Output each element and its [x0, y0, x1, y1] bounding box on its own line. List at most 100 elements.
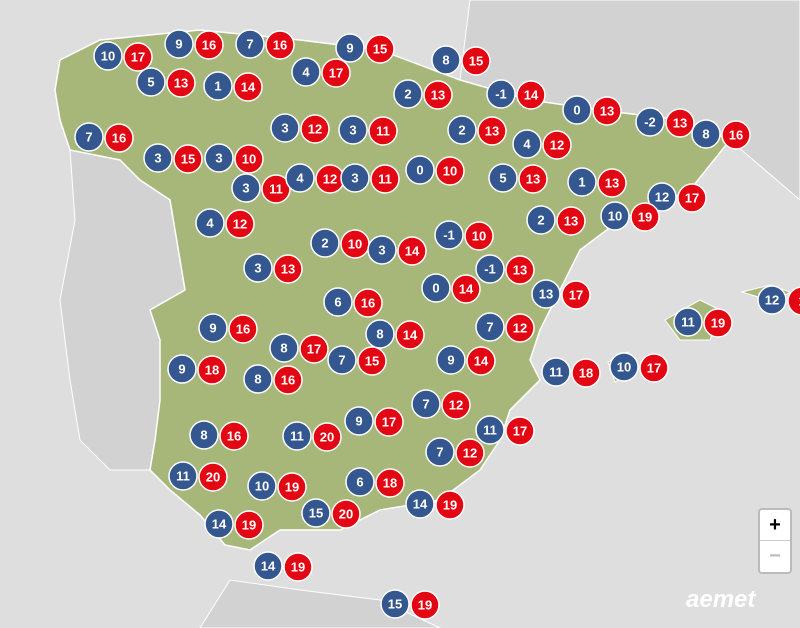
min-temp: 15	[388, 597, 402, 612]
max-temp-marker	[273, 254, 303, 284]
max-temp-marker	[273, 365, 303, 395]
min-temp-marker	[475, 415, 505, 445]
max-temp-marker	[397, 236, 427, 266]
min-temp: -1	[484, 262, 496, 277]
min-temp-marker	[282, 421, 312, 451]
max-temp: 18	[579, 366, 593, 381]
min-temp: 14	[261, 559, 276, 574]
max-temp-marker	[571, 358, 601, 388]
max-temp: 12	[463, 446, 477, 461]
max-temp-marker	[173, 144, 203, 174]
max-temp-marker	[703, 308, 733, 338]
max-temp: 17	[685, 191, 699, 206]
max-temp-marker	[219, 421, 249, 451]
min-temp-marker	[270, 113, 300, 143]
min-temp: 12	[655, 190, 669, 205]
min-temp-marker	[195, 208, 225, 238]
max-temp-marker	[312, 422, 342, 452]
min-temp-marker	[143, 143, 173, 173]
max-temp-marker	[166, 68, 196, 98]
max-temp-marker	[630, 202, 660, 232]
min-temp-marker	[198, 313, 228, 343]
min-temp-marker	[447, 115, 477, 145]
min-temp-marker	[301, 498, 331, 528]
max-temp-marker	[505, 416, 535, 446]
min-temp: 10	[617, 360, 631, 375]
max-temp: 17	[329, 66, 343, 81]
max-temp-marker	[597, 168, 627, 198]
min-temp-marker	[673, 307, 703, 337]
max-temp: 12	[323, 172, 337, 187]
max-temp-marker	[234, 510, 264, 540]
max-temp-marker	[542, 130, 572, 160]
min-temp-marker	[421, 273, 451, 303]
min-temp: 11	[176, 469, 190, 484]
min-temp-marker	[247, 471, 277, 501]
min-temp: 8	[254, 372, 261, 387]
min-temp-marker	[757, 285, 787, 315]
min-temp-marker	[367, 235, 397, 265]
min-temp-marker	[168, 461, 198, 491]
min-temp: 5	[147, 75, 154, 90]
min-temp-marker	[335, 33, 365, 63]
max-temp-marker	[228, 314, 258, 344]
zoom-in-button[interactable]: +	[769, 514, 781, 536]
min-temp-marker	[567, 167, 597, 197]
min-temp-marker	[340, 163, 370, 193]
min-temp-marker	[93, 41, 123, 71]
min-temp: 11	[290, 429, 304, 444]
africa	[199, 579, 441, 628]
min-temp: 11	[549, 365, 563, 380]
max-temp: 12	[233, 217, 247, 232]
min-temp: 3	[254, 261, 261, 276]
max-temp-marker	[441, 390, 471, 420]
min-temp-marker	[189, 420, 219, 450]
max-temp: 13	[174, 76, 188, 91]
min-temp: 4	[523, 137, 531, 152]
min-temp-marker	[380, 589, 410, 619]
min-temp-marker	[431, 45, 461, 75]
min-temp-marker	[243, 364, 273, 394]
max-temp-marker	[561, 280, 591, 310]
max-temp: 18	[383, 476, 397, 491]
min-temp-marker	[231, 173, 261, 203]
max-temp: 11	[378, 172, 392, 187]
max-temp-marker	[357, 346, 387, 376]
max-temp: 13	[513, 263, 527, 278]
max-temp-marker	[197, 355, 227, 385]
max-temp-marker	[370, 164, 400, 194]
min-temp-marker	[203, 71, 233, 101]
max-temp-marker	[464, 221, 494, 251]
min-temp-marker	[531, 279, 561, 309]
min-temp: 3	[215, 151, 222, 166]
max-temp: 14	[474, 354, 489, 369]
max-temp: 14	[405, 244, 420, 259]
min-temp: 1	[214, 79, 221, 94]
min-temp: 0	[432, 281, 439, 296]
min-temp: 2	[458, 123, 465, 138]
max-temp-marker	[299, 334, 329, 364]
min-temp: 5	[499, 171, 506, 186]
min-temp-marker	[291, 57, 321, 87]
min-temp: 4	[302, 65, 310, 80]
min-temp: 6	[334, 295, 341, 310]
min-temp-marker	[475, 312, 505, 342]
min-temp: 2	[537, 213, 544, 228]
min-temp-marker	[253, 551, 283, 581]
min-temp: 0	[573, 103, 580, 118]
max-temp-marker	[435, 156, 465, 186]
min-temp-marker	[512, 129, 542, 159]
min-temp: 9	[209, 321, 216, 336]
zoom-out-button[interactable]: −	[760, 540, 790, 571]
max-temp: 13	[431, 88, 445, 103]
max-temp: 16	[729, 128, 743, 143]
min-temp: 3	[154, 151, 161, 166]
min-temp: 7	[486, 320, 493, 335]
min-temp-marker	[562, 95, 592, 125]
max-temp: 10	[472, 229, 486, 244]
max-temp-marker	[368, 116, 398, 146]
max-temp-marker	[677, 183, 707, 213]
min-temp-marker	[164, 29, 194, 59]
max-temp-marker	[123, 42, 153, 72]
max-temp: 16	[281, 373, 295, 388]
